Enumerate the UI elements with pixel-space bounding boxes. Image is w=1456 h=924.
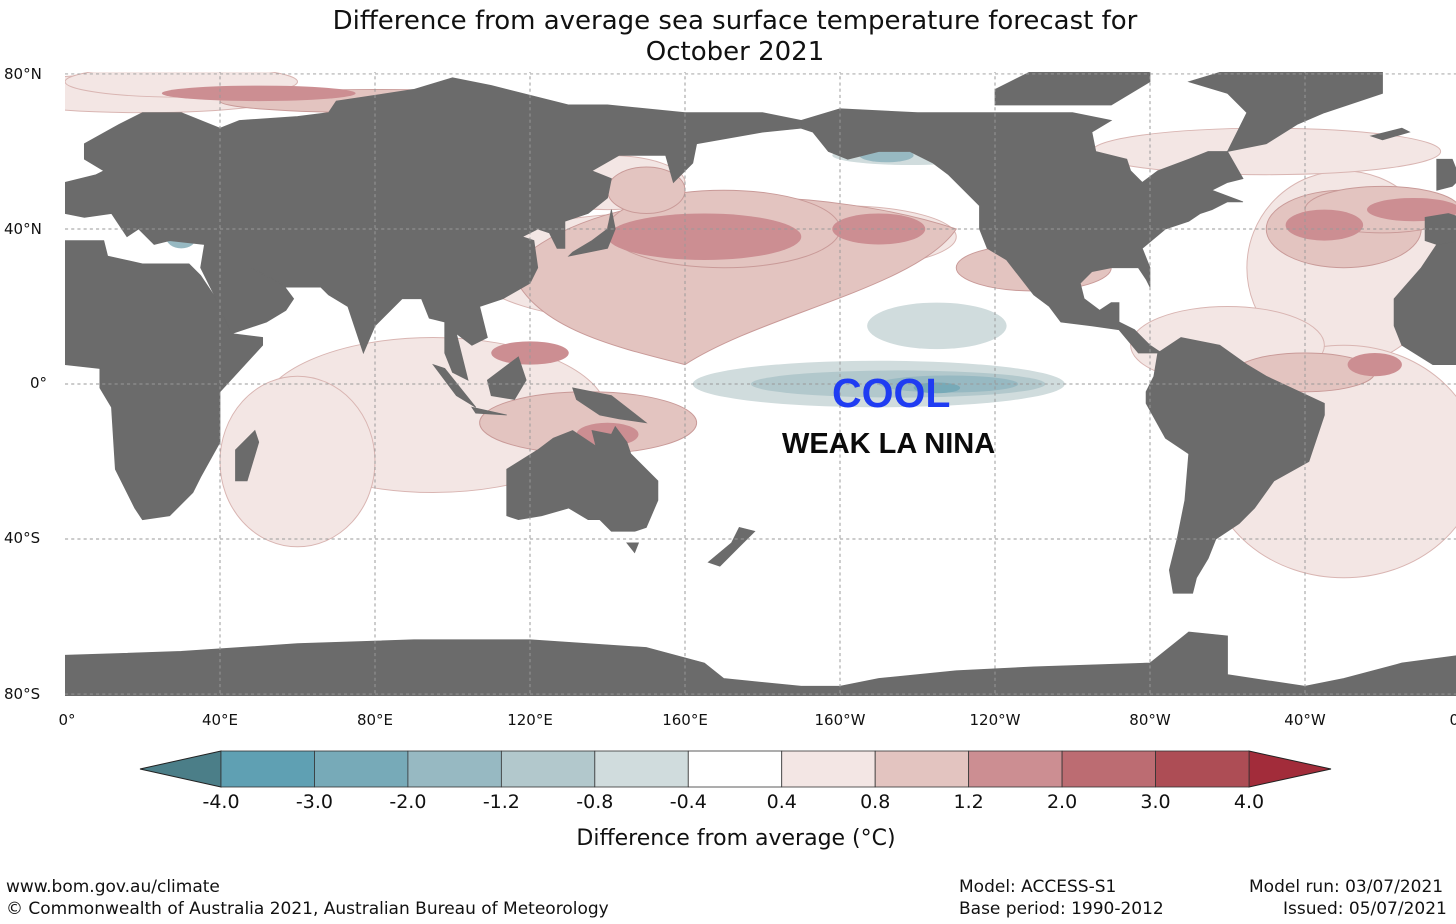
lon-label: 40°E [201, 711, 239, 729]
madagascar [235, 429, 260, 482]
colorbar-tick-label: -0.8 [576, 791, 614, 813]
footer-base-period: Base period: 1990-2012 [959, 899, 1164, 919]
colorbar-tick-label: -3.0 [295, 791, 333, 813]
colorbar-bin [874, 750, 970, 788]
lon-label: 120°W [969, 711, 1021, 729]
lon-label: 0° [58, 711, 76, 729]
lat-label: 80°N [4, 65, 42, 83]
colorbar-tick-label: 4.0 [1233, 791, 1265, 813]
colorbar-tick-label: 1.2 [953, 791, 984, 813]
colorbar-tick-label: 3.0 [1140, 791, 1171, 813]
colorbar-under-arrow [139, 750, 222, 788]
tasmania [626, 542, 640, 554]
borneo [486, 356, 527, 400]
west-africa [1393, 240, 1456, 366]
colorbar-tick-label: -4.0 [202, 791, 240, 813]
iberia [1424, 213, 1456, 245]
chart-title-line1: Difference from average sea surface temp… [332, 6, 1138, 36]
colorbar-bin [781, 750, 876, 788]
lon-label: 40°W [1284, 711, 1326, 729]
australia [506, 425, 659, 532]
greenland [1187, 72, 1383, 152]
footer-site: www.bom.gov.au/climate [6, 877, 220, 897]
colorbar-tick-label: -1.2 [482, 791, 520, 813]
lon-label: 80°E [356, 711, 394, 729]
colorbar-tick-label: -2.0 [389, 791, 427, 813]
colorbar-bin [407, 750, 502, 788]
colorbar-bin [1155, 750, 1250, 788]
south-america [1145, 337, 1325, 594]
colorbar-tick-label: 2.0 [1046, 791, 1078, 813]
new-guinea [572, 387, 648, 424]
colorbar-bin [220, 750, 315, 788]
colorbar-bin [500, 750, 596, 788]
north-america [800, 108, 1244, 354]
chart-title-line2: October 2021 [645, 37, 825, 67]
sumatra [432, 363, 477, 408]
lat-label: 0° [30, 374, 48, 392]
lon-label: 0° [1449, 711, 1456, 729]
java [471, 406, 507, 416]
antarctica [65, 631, 1456, 696]
colorbar-bin [594, 750, 689, 788]
colorbar-bin [687, 750, 783, 788]
footer-model-run: Model run: 03/07/2021 [1249, 877, 1444, 897]
japan [567, 209, 616, 257]
lon-label: 120°E [507, 711, 553, 729]
colorbar-bin [968, 750, 1063, 788]
lon-label: 80°W [1129, 711, 1171, 729]
footer-issued: Issued: 05/07/2021 [1283, 899, 1447, 919]
colorbar-bin [314, 750, 409, 788]
gridlines [65, 72, 1456, 696]
sst-anomaly-map [65, 72, 1456, 696]
footer-model: Model: ACCESS-S1 [959, 877, 1117, 897]
lat-label: 40°S [4, 529, 41, 547]
lon-label: 160°E [662, 711, 708, 729]
lat-label: 40°N [4, 220, 42, 238]
colorbar-bin [1061, 750, 1156, 788]
colorbar-over-arrow [1248, 750, 1332, 788]
colorbar-tick-label: 0.4 [766, 791, 797, 813]
iceland [1369, 127, 1411, 141]
new-zealand [707, 526, 756, 567]
footer-copyright: © Commonwealth of Australia 2021, Austra… [6, 899, 609, 919]
colorbar-tick-label: 0.8 [860, 791, 891, 813]
britain [1436, 158, 1456, 191]
colorbar-tick-label: -0.4 [669, 791, 707, 813]
colorbar-label: Difference from average (°C) [576, 826, 896, 851]
lat-label: 80°S [4, 685, 41, 703]
lon-label: 160°W [814, 711, 866, 729]
colorbar [139, 750, 1332, 788]
la-nina-annotation: WEAK LA NINA [782, 428, 996, 460]
cool-annotation: COOL [832, 370, 951, 416]
